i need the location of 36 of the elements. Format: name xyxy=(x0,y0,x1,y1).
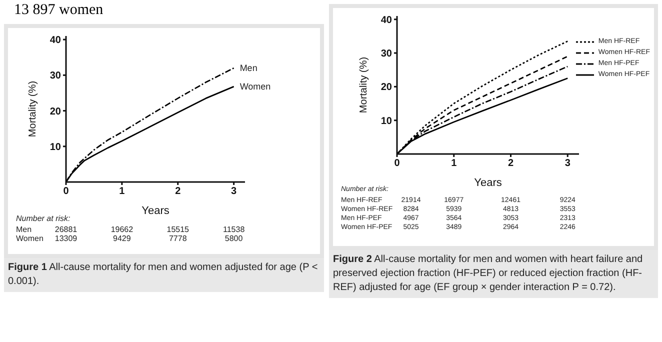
y-tick-label: 20 xyxy=(380,82,392,94)
text: 13 897 women xyxy=(14,2,104,19)
x-tick-label: 3 xyxy=(564,158,571,170)
y-axis-title: Mortality (%) xyxy=(358,56,370,114)
y-tick-label: 40 xyxy=(380,14,392,26)
text: 15515 xyxy=(166,225,190,234)
y-tick-label: 30 xyxy=(50,70,62,82)
text: 13309 xyxy=(54,234,78,243)
text: 11538 xyxy=(222,225,246,234)
series-label: Men xyxy=(240,63,258,74)
x-tick-label: 0 xyxy=(63,186,70,198)
text: 5800 xyxy=(224,234,244,243)
text: Figure 2 All-cause mortality for men and women with heart failure and preserved ejection fraction (HF-PEF) or reduced ejection fraction (HF-REF) adjusted for age (EF group × gender interaction P = 0.72). xyxy=(329,250,658,298)
x-tick-label: 1 xyxy=(119,186,126,198)
text: 26881 xyxy=(54,225,78,234)
y-tick-label: 30 xyxy=(380,48,392,60)
y-tick-label: 40 xyxy=(50,35,62,46)
x-tick-label: 2 xyxy=(508,158,514,170)
text: Men xyxy=(16,225,33,234)
y-tick-label: 10 xyxy=(380,116,392,127)
x-tick-label: 3 xyxy=(231,186,238,198)
series-label: Women xyxy=(240,82,271,92)
x-axis-title: Years xyxy=(474,177,502,189)
y-axis-title: Mortality (%) xyxy=(28,80,39,138)
text: 9429 xyxy=(112,234,132,243)
y-tick-label: 10 xyxy=(50,142,62,153)
x-tick-label: 0 xyxy=(394,158,400,170)
x-tick-label: 1 xyxy=(451,158,458,170)
text: Number at risk: xyxy=(16,214,70,223)
x-tick-label: 2 xyxy=(175,186,182,198)
text: 7778 xyxy=(168,234,188,243)
text: Women xyxy=(16,234,44,243)
y-tick-label: 20 xyxy=(50,106,62,118)
text: Figure 1 All-cause mortality for men and women adjusted for age (P < 0.001). xyxy=(4,258,324,292)
text: 19662 xyxy=(110,225,134,234)
x-axis-title: Years xyxy=(142,205,170,217)
